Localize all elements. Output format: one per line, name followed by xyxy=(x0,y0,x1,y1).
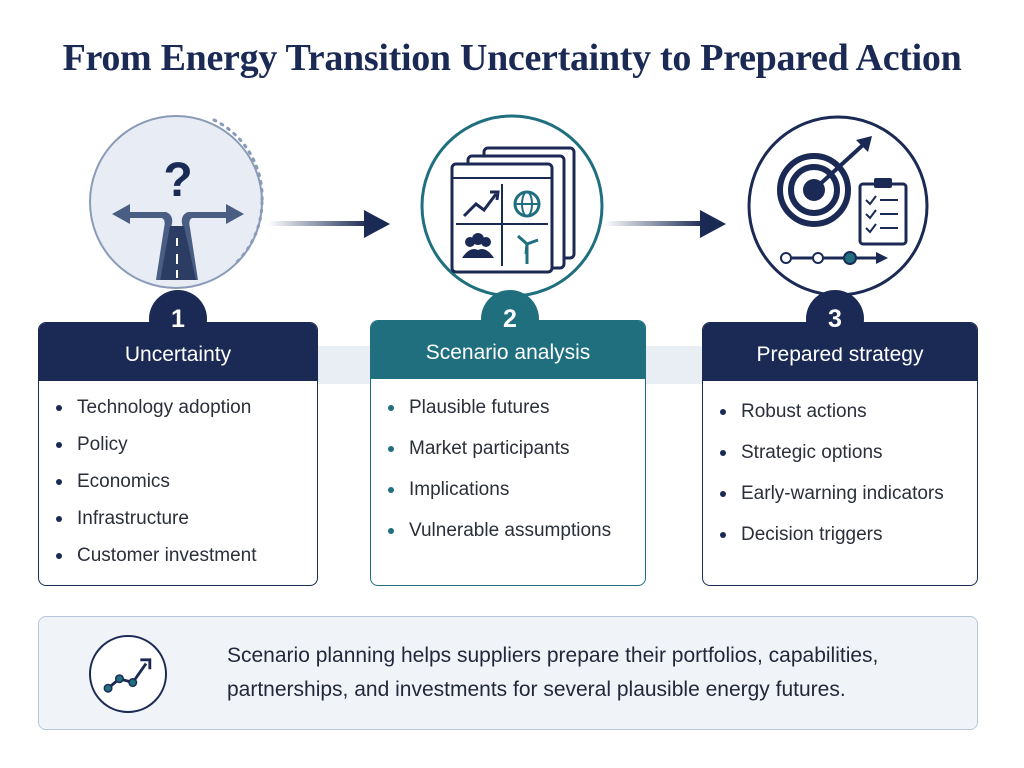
step-card-scenario-analysis: Scenario analysis Plausible futures Mark… xyxy=(370,320,646,586)
connector-band-2 xyxy=(644,346,704,384)
step-list: Technology adoption Policy Economics Inf… xyxy=(39,381,317,567)
page-title: From Energy Transition Uncertainty to Pr… xyxy=(62,37,962,79)
step-list: Plausible futures Market participants Im… xyxy=(371,379,645,542)
svg-text:?: ? xyxy=(163,154,192,207)
step-number-badge: 2 xyxy=(481,290,539,348)
list-item: Strategic options xyxy=(720,442,977,464)
flow-arrow-2 xyxy=(604,210,726,238)
question-fork-road-icon: ? xyxy=(89,115,264,289)
list-item: Infrastructure xyxy=(56,508,317,530)
flow-arrow-1 xyxy=(268,210,390,238)
list-item: Technology adoption xyxy=(56,397,317,419)
list-item: Market participants xyxy=(388,438,645,460)
list-item: Customer investment xyxy=(56,545,317,567)
list-item: Vulnerable assumptions xyxy=(388,520,645,542)
list-item: Decision triggers xyxy=(720,524,977,546)
step-list: Robust actions Strategic options Early-w… xyxy=(703,381,977,546)
list-item: Plausible futures xyxy=(388,397,645,419)
list-item: Implications xyxy=(388,479,645,501)
summary-line: partnerships, and investments for severa… xyxy=(227,678,846,701)
list-item: Early-warning indicators xyxy=(720,483,977,505)
summary-text: Scenario planning helps suppliers prepar… xyxy=(227,639,947,707)
list-item: Robust actions xyxy=(720,401,977,423)
list-item: Economics xyxy=(56,471,317,493)
connector-band-1 xyxy=(316,346,372,384)
step-card-uncertainty: Uncertainty Technology adoption Policy E… xyxy=(38,322,318,586)
step-number-badge: 1 xyxy=(149,290,207,348)
step-number-badge: 3 xyxy=(806,290,864,348)
step-card-prepared-strategy: Prepared strategy Robust actions Strateg… xyxy=(702,322,978,586)
target-checklist-icon xyxy=(747,115,929,297)
scenario-dashboard-icon xyxy=(420,114,604,298)
summary-box: Scenario planning helps suppliers prepar… xyxy=(38,616,978,730)
summary-line: Scenario planning helps suppliers prepar… xyxy=(227,644,879,667)
list-item: Policy xyxy=(56,434,317,456)
trend-line-icon xyxy=(89,635,167,713)
